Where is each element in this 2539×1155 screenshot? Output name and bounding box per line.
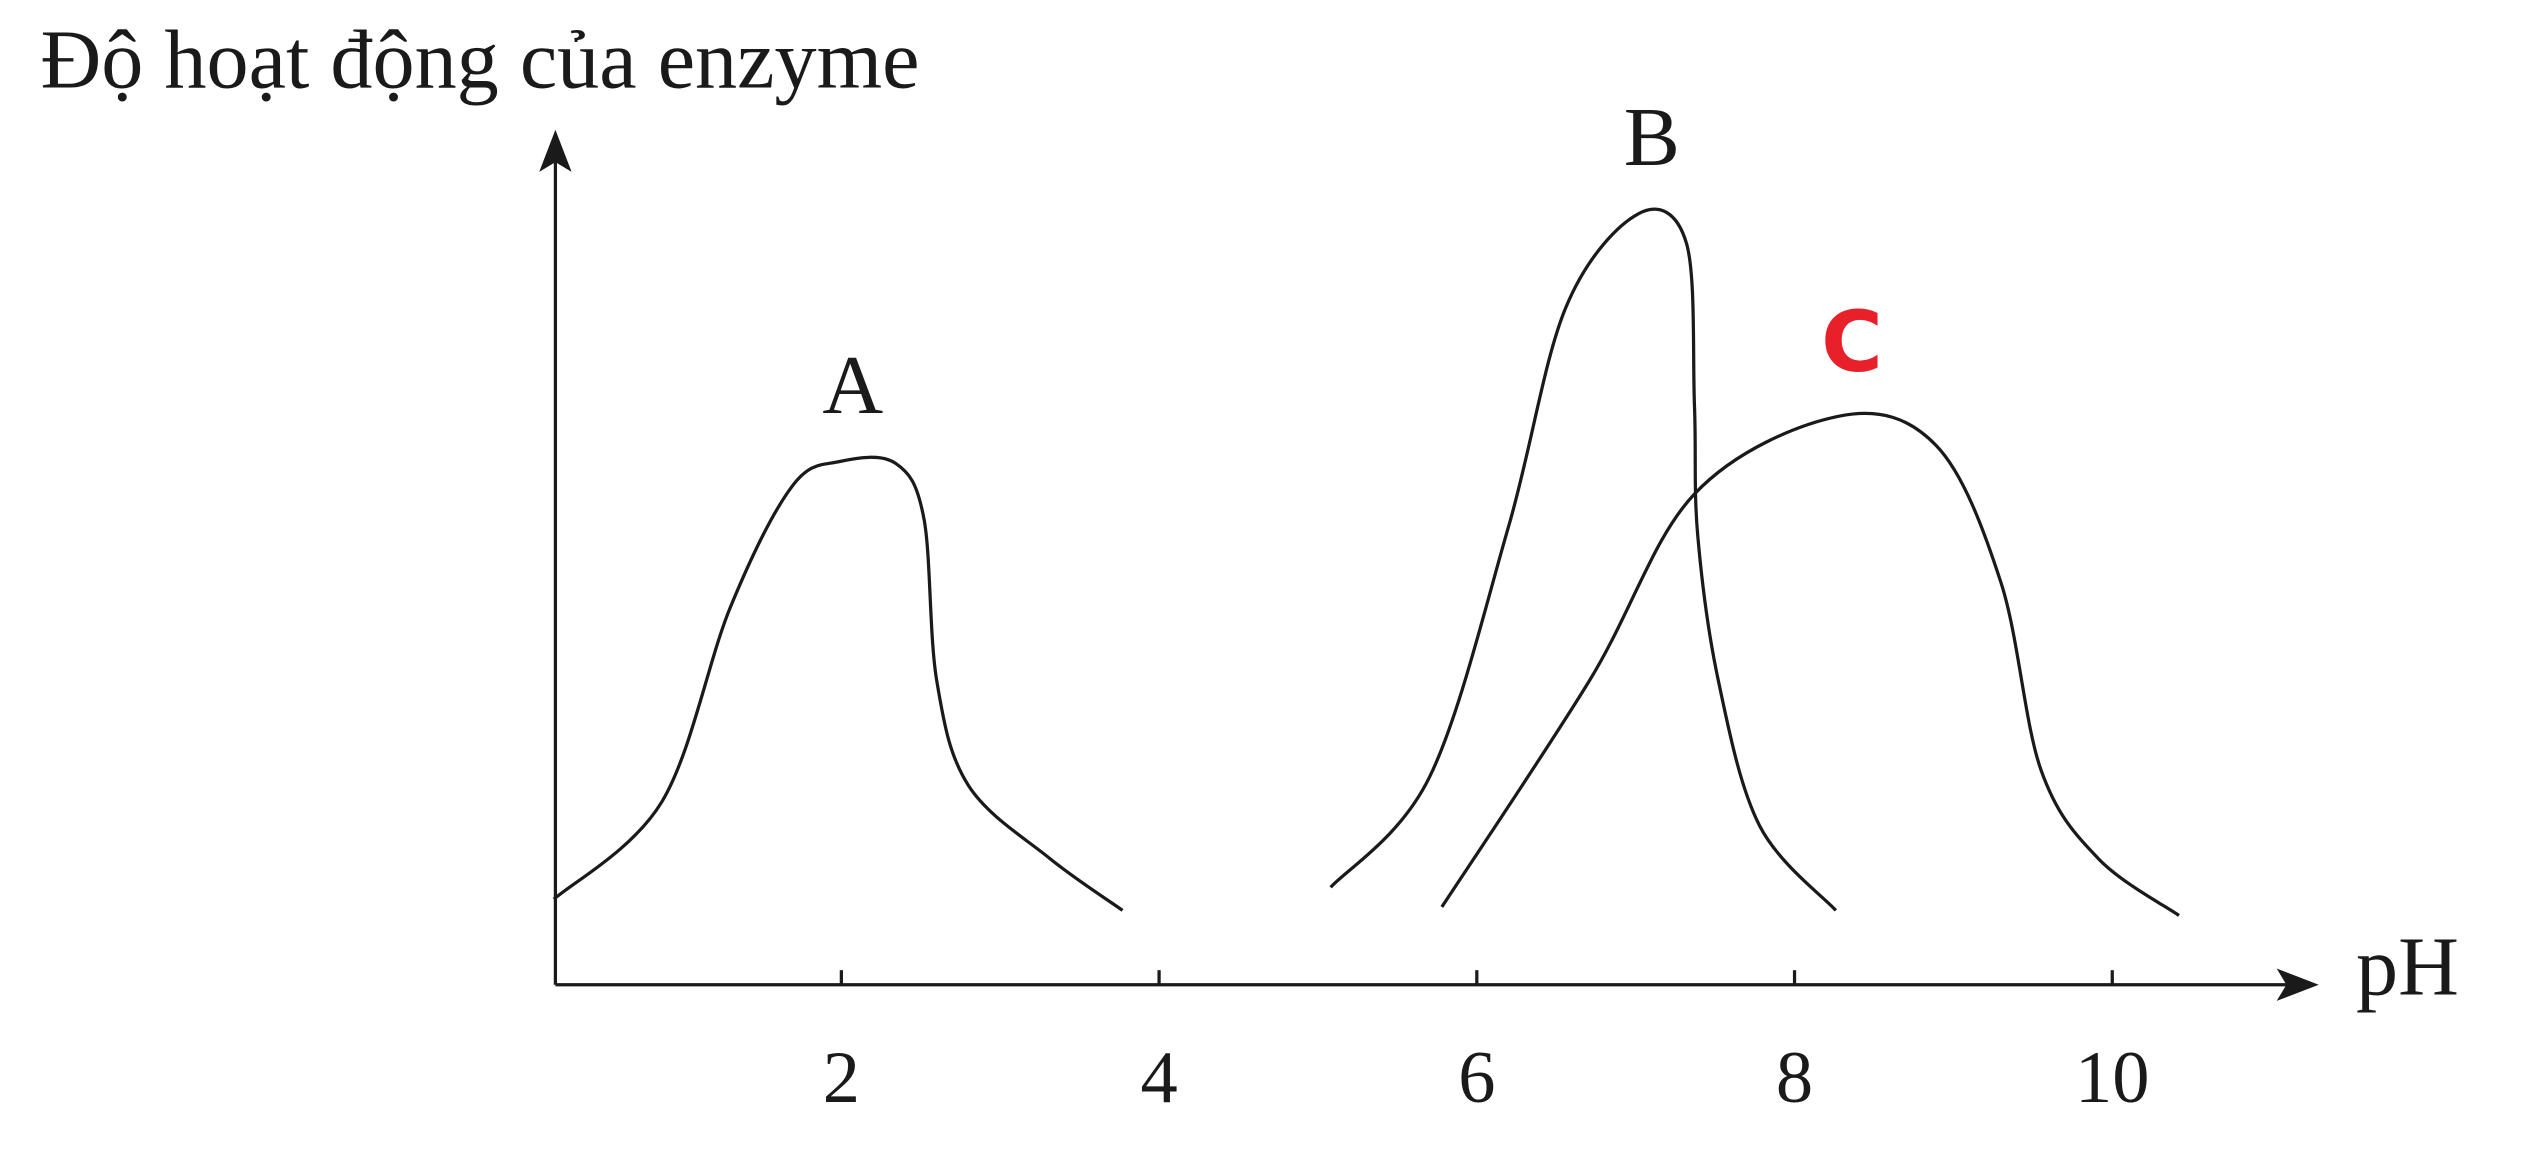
y-axis-arrow <box>539 129 572 172</box>
x-axis-arrow <box>2276 968 2319 1001</box>
x-tick-label: 8 <box>1776 1037 1813 1119</box>
x-tick-label: 2 <box>823 1037 860 1119</box>
series-label: C <box>1821 293 1883 391</box>
curve <box>1329 207 1838 912</box>
series-label: A <box>822 339 883 432</box>
x-tick-label: 4 <box>1140 1037 1177 1119</box>
curve <box>552 455 1124 912</box>
x-tick-label: 6 <box>1458 1037 1495 1119</box>
curve <box>1440 411 2180 917</box>
x-tick-label: 10 <box>2075 1037 2149 1119</box>
y-axis-label: Độ hoạt động của enzyme <box>40 14 919 107</box>
series-label: B <box>1624 91 1680 184</box>
x-axis-label: pH <box>2356 920 2459 1013</box>
